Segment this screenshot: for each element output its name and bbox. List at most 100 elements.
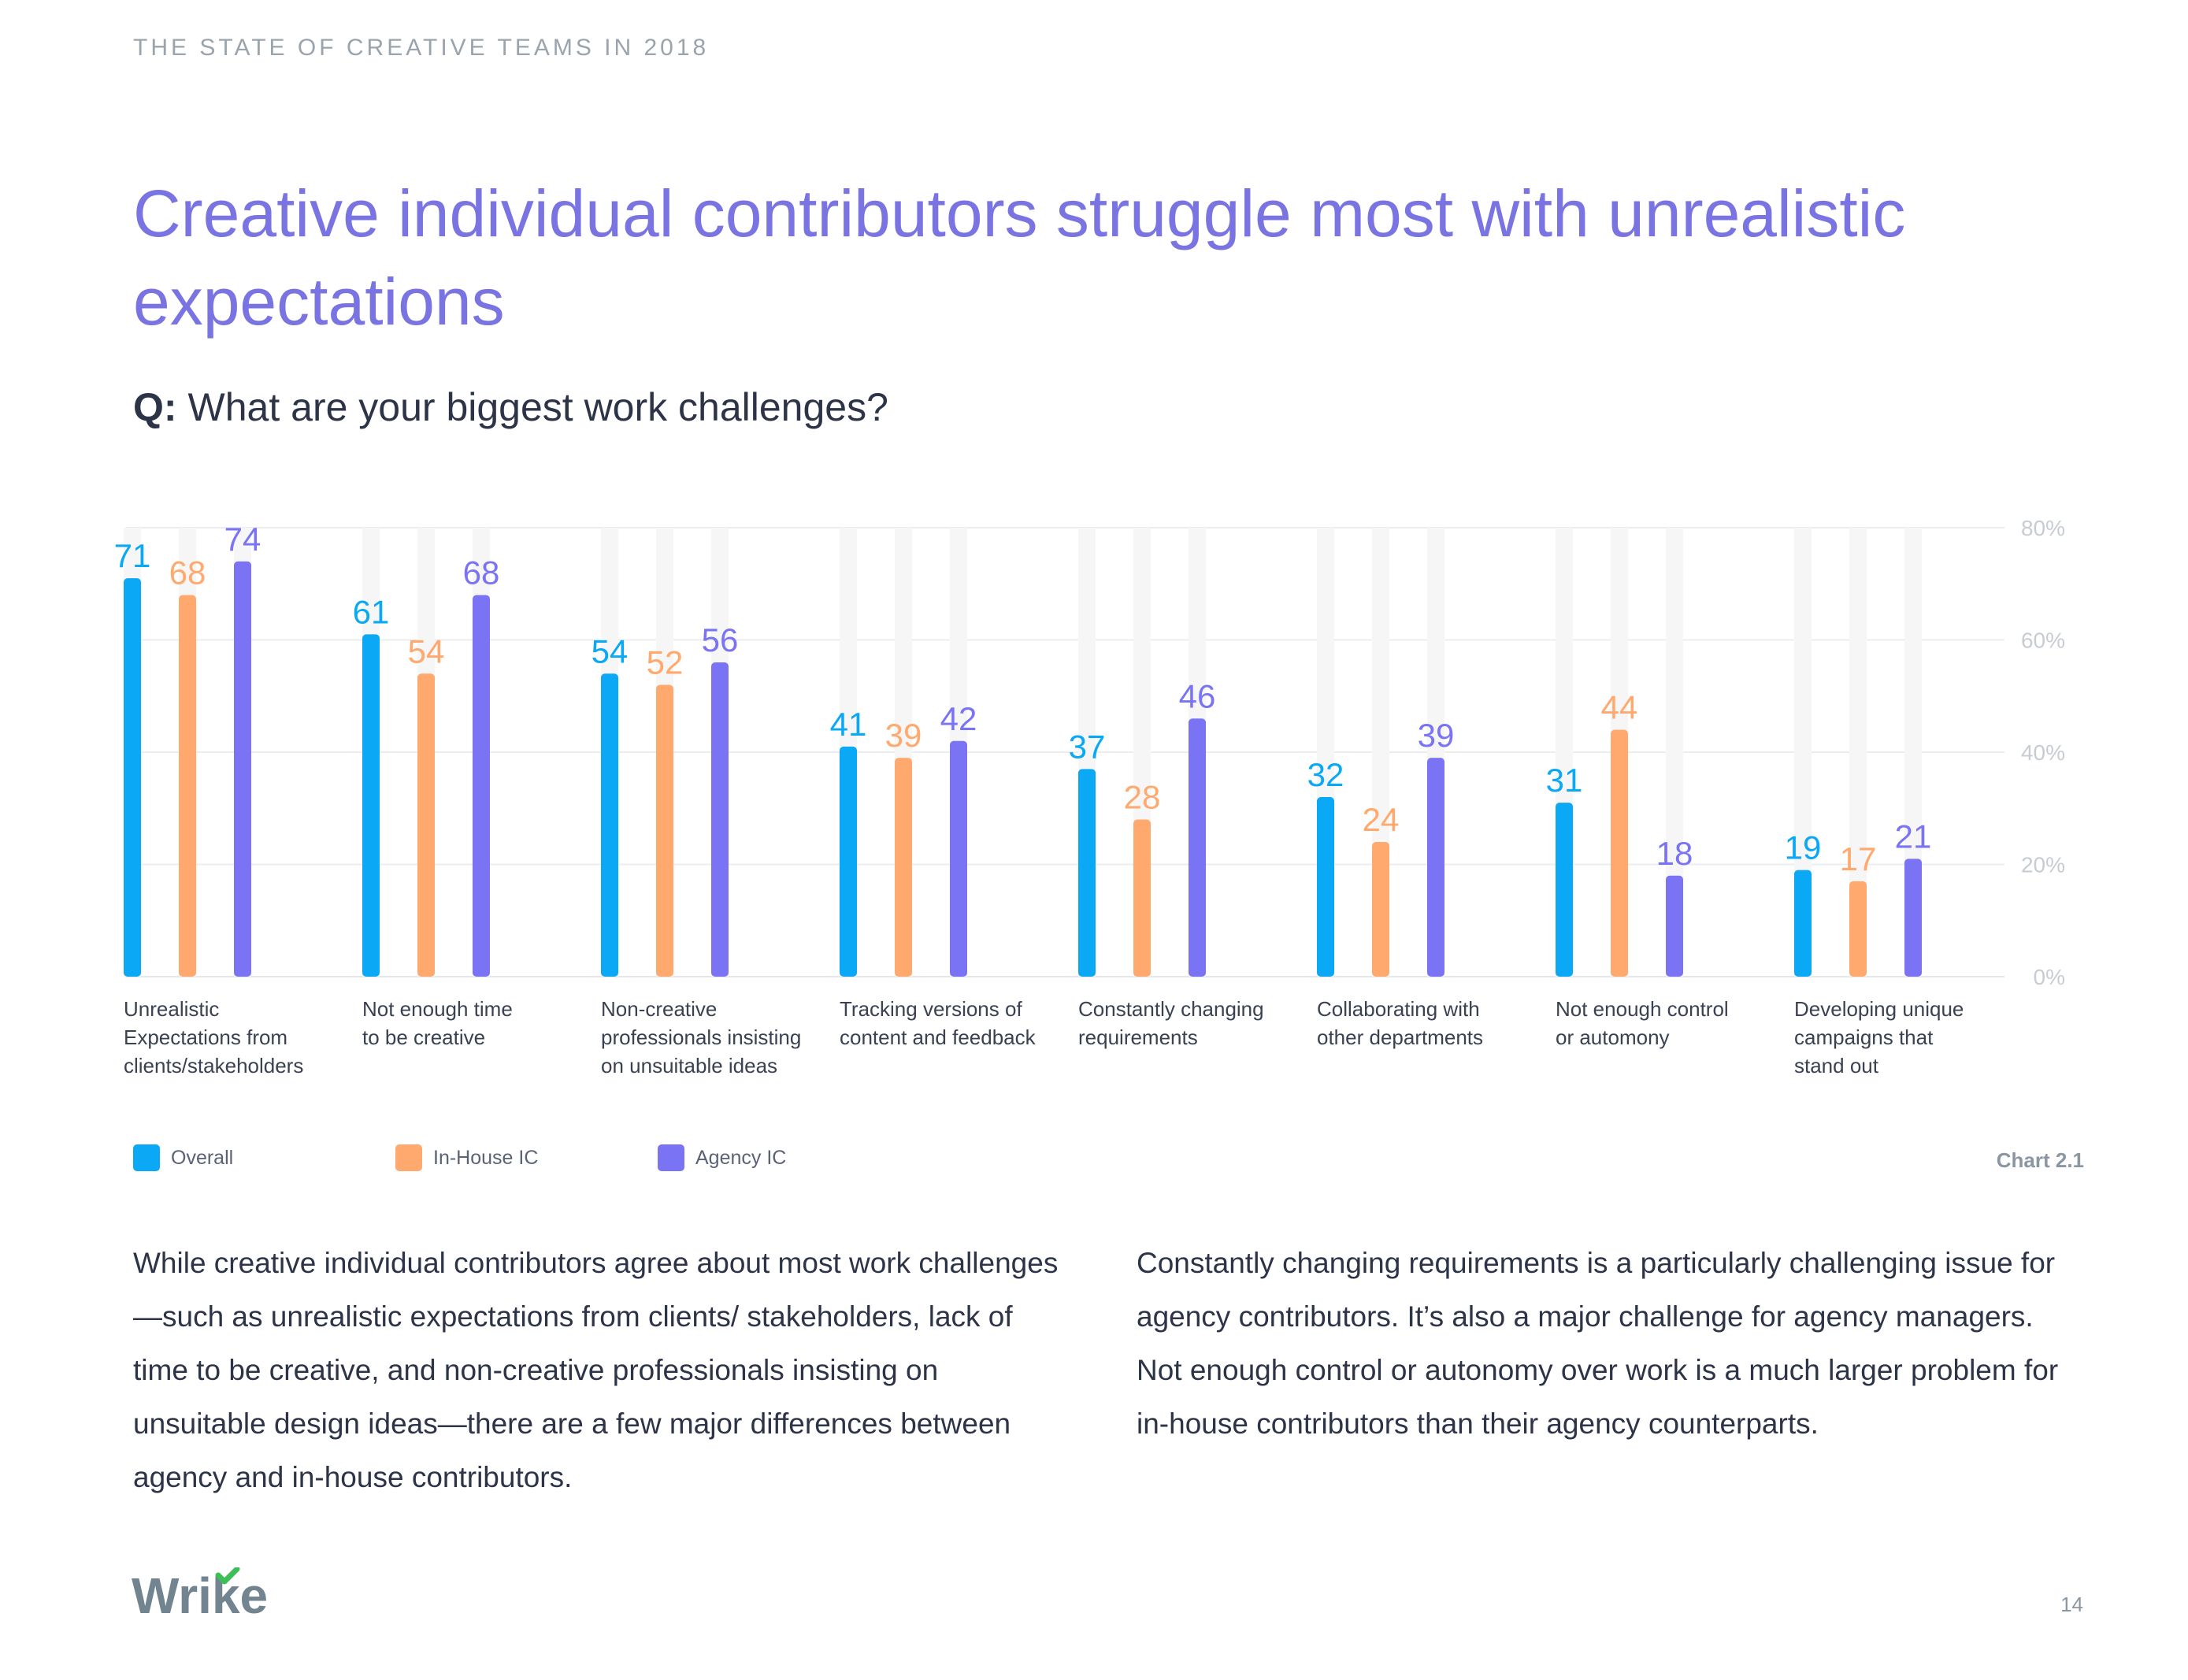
data-label: 31 [1546,762,1583,799]
question: Q: What are your biggest work challenges? [133,384,888,430]
body-paragraph-right-1: Constantly changing requirements is a pa… [1137,1247,2056,1333]
bar [473,595,490,977]
legend-item-overall: Overall [133,1142,233,1174]
data-label: 54 [408,632,445,669]
category-label-line: to be creative [362,1025,485,1049]
bar [656,684,673,977]
bar [1317,797,1334,977]
bar [1611,729,1628,977]
category-label-line: on unsuitable ideas [601,1054,777,1077]
legend-item-agency: Agency IC [658,1142,786,1174]
bar [840,746,857,977]
data-label: 68 [463,554,500,592]
category-label-line: Developing unique [1794,997,1964,1021]
category-label-line: requirements [1078,1025,1198,1049]
category-label-line: Non-creative [601,997,717,1021]
category-label-line: Unrealistic [124,997,219,1021]
bar-track [1849,528,1867,977]
data-label: 46 [1179,677,1216,714]
category-label-line: Constantly changing [1078,997,1264,1021]
body-right-column: Constantly changing requirements is a pa… [1137,1237,2066,1451]
bar [1133,819,1151,977]
bar [362,634,380,977]
y-tick-label: 0% [2034,965,2065,989]
category-label-line: clients/stakeholders [124,1054,303,1077]
category-label: Unrealistic Expectations from clients/stak… [124,997,303,1077]
y-tick-label: 80% [2021,516,2065,540]
category-label: Non-creative professionals insisting on un… [601,997,801,1077]
category-label: Developing unique campaigns that stand out [1794,997,1964,1077]
y-tick-label: 20% [2021,853,2065,877]
bar [1427,758,1444,977]
logo-text: Wrike [132,1567,268,1623]
data-label: 68 [169,554,206,592]
category-label: Constantly changing requirements [1078,997,1264,1049]
category-label-line: content and feedback [840,1025,1037,1049]
wrike-logo: Wrike [132,1567,268,1623]
bar-track [1794,528,1812,977]
category-label: Not enough control or automony [1556,997,1729,1049]
bar [1666,875,1683,977]
category-label-line: Not enough control [1556,997,1729,1021]
bar [1189,718,1206,977]
data-label: 74 [224,521,261,558]
data-label: 52 [647,644,684,681]
legend-label-overall: Overall [171,1146,234,1169]
bar [179,595,196,977]
body-paragraph-right-2: Not enough control or autonomy over work… [1137,1354,2059,1440]
y-tick-label: 40% [2021,740,2065,765]
legend-swatch-agency [658,1144,684,1171]
data-label: 39 [1418,717,1455,754]
page-title: Creative individual contributors struggl… [133,176,1906,339]
body-left-column: While creative individual contributors a… [133,1237,1062,1504]
data-label: 54 [592,632,629,669]
bar [711,662,729,977]
bar [234,561,251,977]
report-kicker: THE STATE OF CREATIVE TEAMS IN 2018 [133,35,710,61]
category-label: Tracking versions of content and feedback [840,997,1037,1049]
question-prefix: Q: [133,385,177,429]
data-label: 37 [1069,728,1106,765]
data-label: 21 [1895,818,1932,855]
legend-label-in-house: In-House IC [433,1146,539,1169]
question-text: What are your biggest work challenges? [187,385,888,429]
data-label: 18 [1656,835,1693,872]
category-label-line: Expectations from [124,1025,287,1049]
data-label: 24 [1363,801,1400,838]
category-label-line: professionals insisting [601,1025,801,1049]
legend-swatch-in-house [395,1144,422,1171]
category-label-line: Tracking versions of [840,997,1022,1021]
bar [124,578,141,977]
category-label-line: other departments [1317,1025,1483,1049]
data-label: 41 [830,706,867,743]
category-label-line: Not enough time [362,997,513,1021]
logo-check-icon [215,1567,240,1585]
legend-item-in-house: In-House IC [395,1142,538,1174]
bar [1904,859,1922,977]
data-label: 42 [940,700,977,737]
data-label: 39 [885,717,922,754]
legend-swatch-overall [133,1144,160,1171]
data-label: 44 [1601,689,1638,726]
data-label: 56 [702,621,739,658]
category-label: Collaborating with other departments [1317,997,1483,1049]
bar [1794,870,1812,977]
category-label: Not enough time to be creative [362,997,513,1049]
chart-number: Chart 2.1 [1996,1148,2084,1172]
bar-track [1666,528,1683,977]
data-label: 32 [1307,756,1344,793]
data-label: 71 [114,537,151,574]
y-tick-label: 60% [2021,629,2065,653]
category-label-line: campaigns that [1794,1025,1934,1049]
bar [950,740,967,977]
category-label-line: Collaborating with [1317,997,1480,1021]
body-paragraph-left: While creative individual contributors a… [133,1247,1059,1493]
bar [1849,881,1867,977]
bar [417,673,435,977]
data-label: 17 [1840,840,1877,877]
data-label: 61 [353,593,390,630]
data-label: 28 [1124,779,1161,816]
legend-label-agency: Agency IC [695,1146,787,1169]
bar [1372,842,1389,977]
data-label: 19 [1785,829,1822,866]
